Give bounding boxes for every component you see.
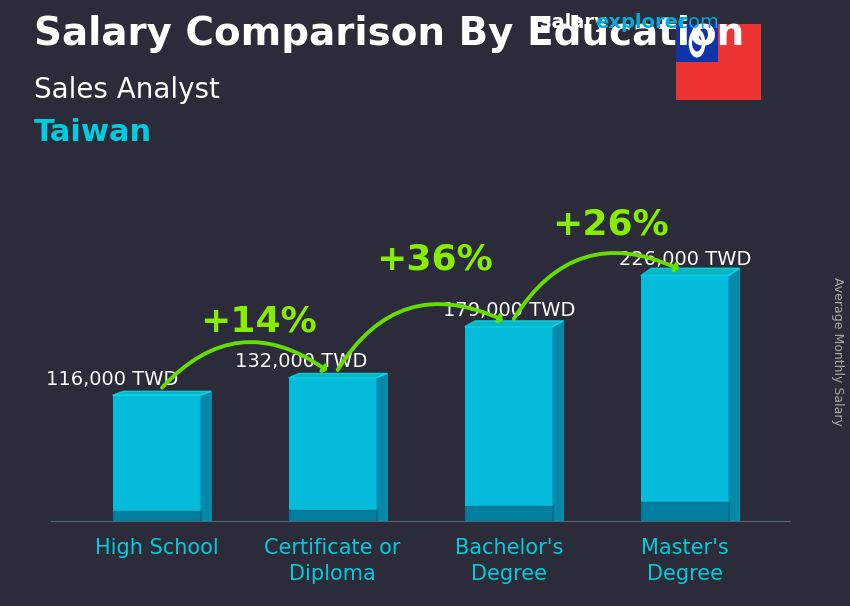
Text: salary: salary	[540, 13, 607, 32]
Polygon shape	[289, 373, 388, 378]
FancyBboxPatch shape	[465, 327, 552, 521]
FancyBboxPatch shape	[641, 276, 728, 521]
Polygon shape	[465, 505, 552, 521]
Polygon shape	[465, 321, 564, 327]
Polygon shape	[641, 268, 740, 276]
Polygon shape	[201, 391, 211, 521]
Polygon shape	[377, 373, 388, 521]
Polygon shape	[112, 391, 211, 395]
Text: Average Monthly Salary: Average Monthly Salary	[830, 277, 844, 426]
Text: Sales Analyst: Sales Analyst	[34, 76, 220, 104]
Text: 116,000 TWD: 116,000 TWD	[47, 370, 178, 388]
Polygon shape	[552, 321, 564, 521]
Text: Salary Comparison By Education: Salary Comparison By Education	[34, 15, 745, 53]
Polygon shape	[728, 268, 739, 521]
Text: +14%: +14%	[201, 304, 317, 338]
Bar	[676, 24, 718, 62]
Polygon shape	[112, 511, 201, 521]
Text: +36%: +36%	[377, 242, 493, 276]
Text: .com: .com	[672, 13, 719, 32]
Circle shape	[689, 30, 705, 57]
Text: 132,000 TWD: 132,000 TWD	[235, 352, 367, 371]
Text: +26%: +26%	[552, 207, 669, 242]
Text: 226,000 TWD: 226,000 TWD	[619, 250, 751, 269]
Polygon shape	[641, 502, 728, 521]
Text: Taiwan: Taiwan	[34, 118, 152, 147]
FancyBboxPatch shape	[112, 395, 201, 521]
FancyBboxPatch shape	[289, 378, 377, 521]
Text: 179,000 TWD: 179,000 TWD	[443, 301, 575, 320]
Circle shape	[693, 36, 701, 51]
Polygon shape	[289, 510, 377, 521]
Text: explorer: explorer	[595, 13, 688, 32]
